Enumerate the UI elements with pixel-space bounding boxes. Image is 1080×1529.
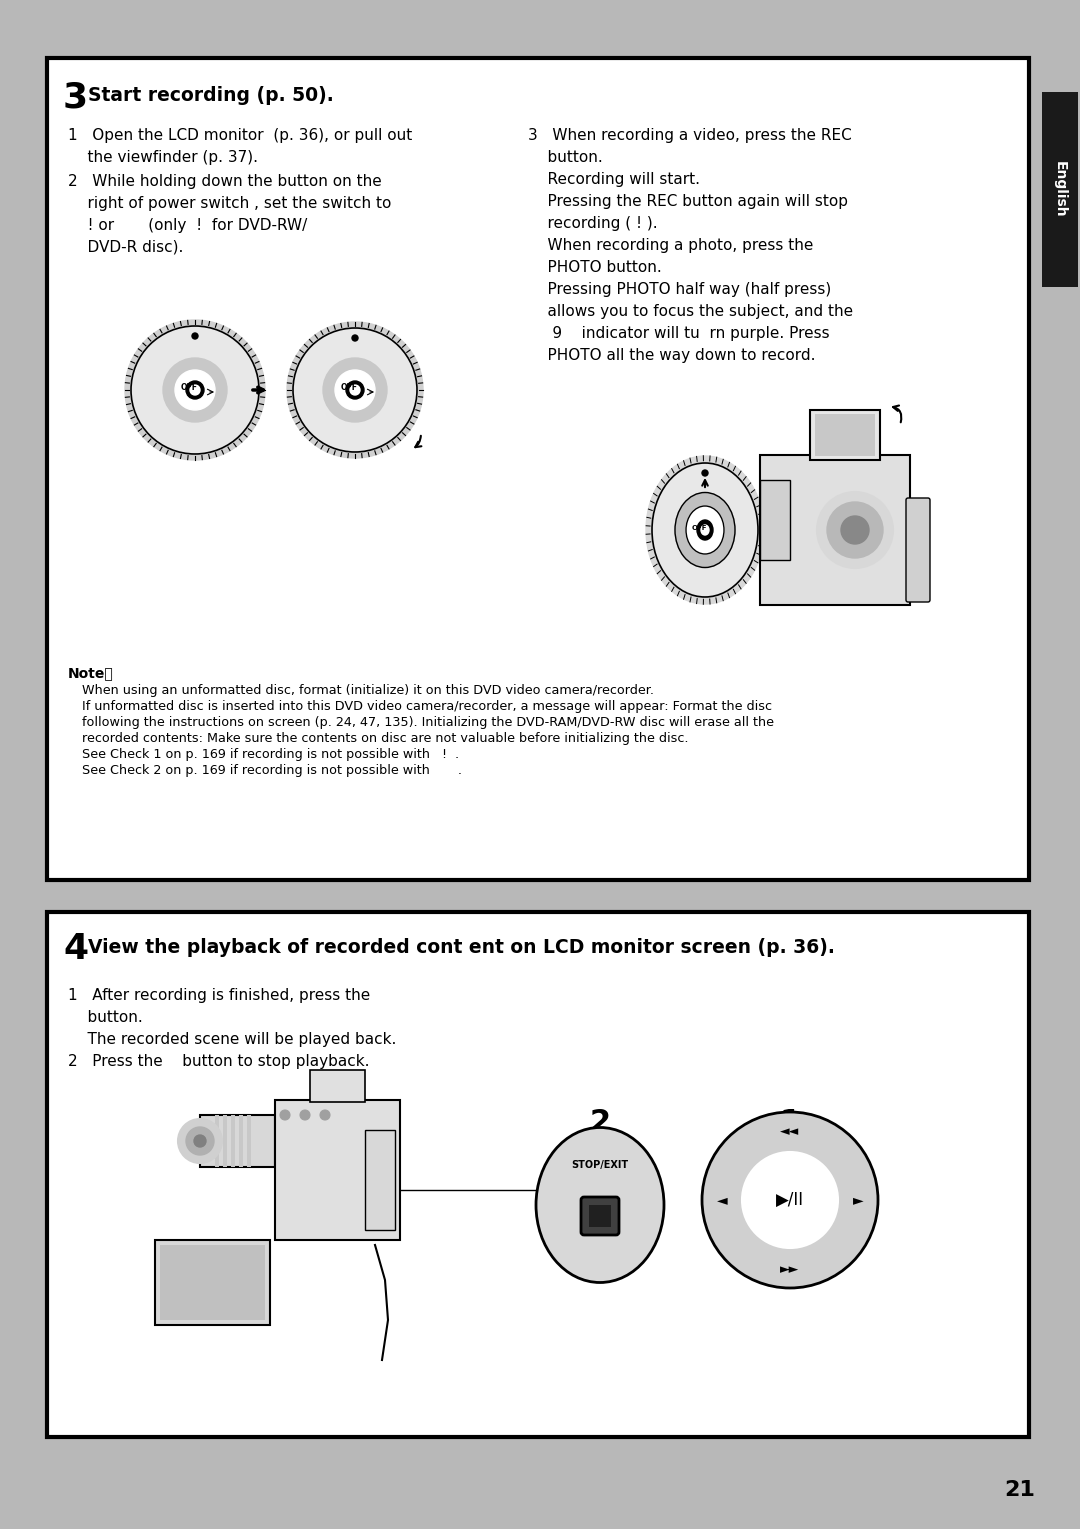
- Ellipse shape: [536, 1127, 664, 1283]
- Ellipse shape: [652, 463, 758, 596]
- Ellipse shape: [675, 492, 735, 567]
- FancyBboxPatch shape: [215, 1115, 219, 1167]
- Circle shape: [320, 1110, 330, 1121]
- FancyBboxPatch shape: [589, 1205, 611, 1226]
- Text: Recording will start.: Recording will start.: [528, 171, 700, 187]
- Ellipse shape: [686, 506, 724, 553]
- FancyBboxPatch shape: [156, 1240, 270, 1326]
- Circle shape: [702, 1112, 878, 1287]
- Text: following the instructions on screen (p. 24, 47, 135). Initializing the DVD-RAM/: following the instructions on screen (p.…: [82, 716, 774, 729]
- Text: 3: 3: [63, 80, 89, 115]
- Text: the viewfinder (p. 37).: the viewfinder (p. 37).: [68, 150, 258, 165]
- Circle shape: [194, 1135, 206, 1147]
- Text: 2   Press the    button to stop playback.: 2 Press the button to stop playback.: [68, 1053, 369, 1069]
- Circle shape: [186, 381, 204, 399]
- Ellipse shape: [646, 456, 764, 604]
- Circle shape: [742, 1151, 838, 1248]
- Text: OFF: OFF: [692, 524, 707, 531]
- FancyBboxPatch shape: [160, 1245, 265, 1320]
- Text: 4: 4: [63, 933, 89, 966]
- Text: When using an unformatted disc, format (initialize) it on this DVD video camera/: When using an unformatted disc, format (…: [82, 683, 654, 697]
- Circle shape: [178, 1119, 222, 1164]
- Text: button.: button.: [528, 150, 603, 165]
- Text: 9    indicator will tu  rn purple. Press: 9 indicator will tu rn purple. Press: [528, 326, 829, 341]
- Text: STOP/EXIT: STOP/EXIT: [571, 1161, 629, 1170]
- Text: 1   Open the LCD monitor  (p. 36), or pull out: 1 Open the LCD monitor (p. 36), or pull …: [68, 128, 413, 144]
- Text: 1: 1: [780, 1109, 800, 1138]
- Text: Note：: Note：: [68, 667, 113, 680]
- FancyBboxPatch shape: [760, 456, 910, 605]
- FancyBboxPatch shape: [231, 1115, 235, 1167]
- FancyBboxPatch shape: [48, 911, 1029, 1437]
- Circle shape: [323, 358, 387, 422]
- Circle shape: [175, 370, 215, 410]
- FancyBboxPatch shape: [239, 1115, 243, 1167]
- Circle shape: [300, 1110, 310, 1121]
- Text: 3   When recording a video, press the REC: 3 When recording a video, press the REC: [528, 128, 852, 144]
- Circle shape: [702, 469, 708, 476]
- Text: OFF: OFF: [341, 382, 357, 391]
- Text: OFF: OFF: [181, 382, 198, 391]
- FancyBboxPatch shape: [222, 1115, 227, 1167]
- Text: Pressing PHOTO half way (half press): Pressing PHOTO half way (half press): [528, 281, 832, 297]
- FancyBboxPatch shape: [48, 58, 1029, 881]
- Text: allows you to focus the subject, and the: allows you to focus the subject, and the: [528, 304, 853, 320]
- Text: PHOTO all the way down to record.: PHOTO all the way down to record.: [528, 349, 815, 362]
- Text: recording ( ! ).: recording ( ! ).: [528, 216, 658, 231]
- FancyBboxPatch shape: [365, 1130, 395, 1229]
- Circle shape: [131, 326, 259, 454]
- Text: ◄: ◄: [717, 1193, 727, 1206]
- Text: recorded contents: Make sure the contents on disc are not valuable before initia: recorded contents: Make sure the content…: [82, 732, 689, 745]
- Circle shape: [352, 335, 357, 341]
- FancyBboxPatch shape: [310, 1070, 365, 1102]
- Text: When recording a photo, press the: When recording a photo, press the: [528, 239, 813, 252]
- Text: ►►: ►►: [781, 1263, 799, 1277]
- Circle shape: [280, 1110, 291, 1121]
- Text: right of power switch , set the switch to: right of power switch , set the switch t…: [68, 196, 391, 211]
- Circle shape: [335, 370, 375, 410]
- Circle shape: [816, 492, 893, 567]
- Circle shape: [192, 333, 198, 339]
- Text: ►: ►: [853, 1193, 863, 1206]
- Ellipse shape: [697, 520, 713, 540]
- Text: Start recording (p. 50).: Start recording (p. 50).: [87, 86, 334, 106]
- FancyBboxPatch shape: [815, 414, 875, 456]
- FancyBboxPatch shape: [200, 1115, 275, 1167]
- Circle shape: [287, 323, 423, 459]
- Text: ! or       (only  !  for DVD-RW/: ! or (only ! for DVD-RW/: [68, 219, 307, 232]
- Circle shape: [186, 1127, 214, 1154]
- Text: Pressing the REC button again will stop: Pressing the REC button again will stop: [528, 194, 848, 209]
- Circle shape: [163, 358, 227, 422]
- Circle shape: [125, 320, 265, 460]
- Text: See Check 1 on p. 169 if recording is not possible with   !  .: See Check 1 on p. 169 if recording is no…: [82, 748, 459, 761]
- Ellipse shape: [701, 524, 708, 535]
- Text: View the playback of recorded cont ent on LCD monitor screen (p. 36).: View the playback of recorded cont ent o…: [87, 937, 835, 957]
- FancyBboxPatch shape: [760, 480, 789, 560]
- Circle shape: [346, 381, 364, 399]
- Text: 1   After recording is finished, press the: 1 After recording is finished, press the: [68, 988, 370, 1003]
- Text: PHOTO button.: PHOTO button.: [528, 260, 662, 275]
- Text: 2: 2: [590, 1109, 610, 1138]
- Text: ▶/II: ▶/II: [775, 1191, 805, 1209]
- Circle shape: [841, 515, 869, 544]
- Text: ◄◄: ◄◄: [781, 1125, 799, 1139]
- Text: 21: 21: [1004, 1480, 1036, 1500]
- Text: English: English: [1053, 161, 1067, 217]
- Circle shape: [293, 329, 417, 453]
- FancyBboxPatch shape: [1042, 92, 1078, 287]
- FancyBboxPatch shape: [906, 498, 930, 602]
- FancyBboxPatch shape: [810, 410, 880, 460]
- Circle shape: [190, 385, 200, 394]
- FancyBboxPatch shape: [247, 1115, 251, 1167]
- Text: button.: button.: [68, 1011, 143, 1024]
- Text: DVD-R disc).: DVD-R disc).: [68, 240, 184, 255]
- Text: If unformatted disc is inserted into this DVD video camera/recorder, a message w: If unformatted disc is inserted into thi…: [82, 700, 772, 713]
- Circle shape: [827, 502, 883, 558]
- FancyBboxPatch shape: [581, 1197, 619, 1235]
- Text: See Check 2 on p. 169 if recording is not possible with       .: See Check 2 on p. 169 if recording is no…: [82, 764, 462, 777]
- FancyBboxPatch shape: [275, 1099, 400, 1240]
- Text: The recorded scene will be played back.: The recorded scene will be played back.: [68, 1032, 396, 1047]
- Text: 2   While holding down the button on the: 2 While holding down the button on the: [68, 174, 381, 190]
- Circle shape: [350, 385, 360, 394]
